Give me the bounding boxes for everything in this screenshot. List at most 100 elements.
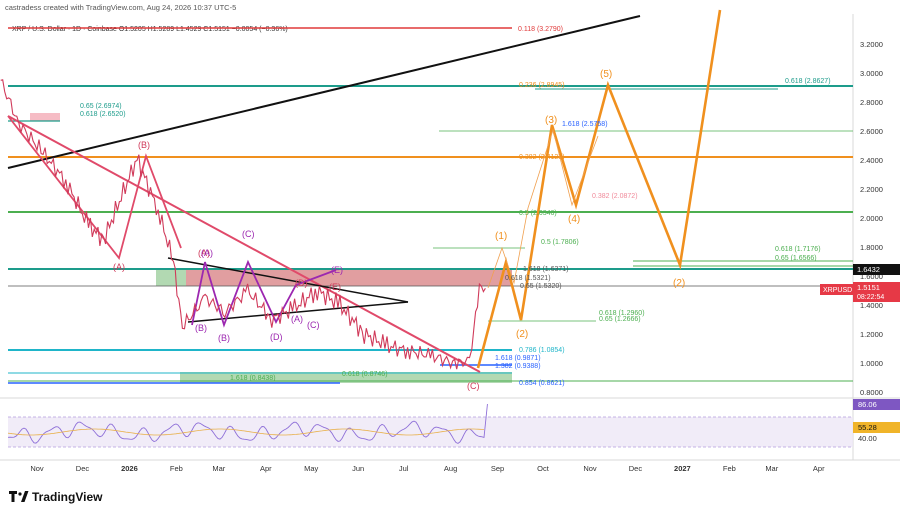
fib-label-0382: 0.382 (2.4123) — [519, 154, 565, 161]
wave-label-triangle-b: (B) — [195, 323, 207, 333]
price-tick-label: 2.6000 — [860, 127, 883, 136]
wave-label-triangle-a2: (A) — [201, 248, 213, 258]
price-tick-label: 2.0000 — [860, 214, 883, 223]
price-tick-label: 1.0000 — [860, 359, 883, 368]
price-tick-label: 2.4000 — [860, 156, 883, 165]
fib-label-1618-ext: 1.618 (2.5758) — [562, 121, 608, 128]
wave-label-triangle-a: (A) — [198, 248, 210, 258]
wave-label-1: (1) — [495, 231, 507, 242]
time-tick-label: Jun — [352, 464, 364, 473]
price-tick-label: 0.8000 — [860, 388, 883, 397]
rsi-value-text: 86.06 — [858, 400, 877, 409]
time-tick-label: Apr — [260, 464, 272, 473]
time-tick-label: Aug — [444, 464, 457, 473]
fib-label-065-right: 0.65 (1.6566) — [775, 255, 817, 262]
rsi-ma-text: 55.28 — [858, 423, 877, 432]
fib-label-0618-low: 0.618 (1.2960) — [599, 310, 645, 317]
wave-label-2: (2) — [516, 329, 528, 340]
time-tick-label: 2026 — [121, 464, 138, 473]
fib-label-0786: 0.786 (1.0854) — [519, 347, 565, 354]
time-tick-label: Jul — [399, 464, 409, 473]
symbol-tag — [820, 284, 853, 295]
triangle-lower — [187, 301, 409, 323]
fib-label-05: 0.5 (2.0346) — [519, 210, 557, 217]
fib-label-1618-left: 1.618 (0.8438) — [230, 375, 276, 382]
current-price-tag — [853, 282, 900, 302]
red-zone — [186, 268, 512, 286]
time-tick-label: Oct — [537, 464, 550, 473]
time-tick-label: May — [304, 464, 318, 473]
fib-label-0618-mid: 0.618 (1.5321) — [505, 275, 551, 282]
brand-name: TradingView — [32, 490, 103, 504]
fib-label-1618-low: 1.618 (0.9871) — [495, 355, 541, 362]
price-axis: 3.2000 3.0000 2.8000 2.6000 2.4000 2.2000 2.00… — [860, 40, 883, 397]
wave-label-4: (4) — [568, 214, 580, 225]
price-tick-label: 2.8000 — [860, 98, 883, 107]
triangle-upper — [167, 257, 409, 303]
wave-label-b-top: (B) — [138, 140, 150, 150]
upper-red-zone — [30, 113, 60, 121]
countdown-text: 08:22:54 — [857, 294, 884, 301]
fib-label-0618-green: 0.618 (0.8746) — [342, 371, 388, 378]
fib-label-0854: 0.854 (0.8621) — [519, 380, 565, 387]
fib-label-1618-mid: 1.618 (1.6371) — [523, 266, 569, 273]
symbol-tag-text: XRPUSD — [823, 287, 852, 294]
rsi-ma-tag — [853, 422, 900, 433]
fib-label-0118: 0.118 (3.2790) — [518, 26, 563, 33]
wave-label-3: (3) — [545, 115, 557, 126]
price-tick-label: 2.2000 — [860, 185, 883, 194]
price-tick-label: 1.6000 — [860, 272, 883, 281]
time-tick-label: 2027 — [674, 464, 691, 473]
time-tick-label: Mar — [212, 464, 225, 473]
wave-label-a-low: (A) — [113, 262, 125, 272]
projection-main-path — [476, 9, 722, 369]
level-price-tag — [853, 264, 900, 275]
descending-trendline — [7, 115, 481, 373]
time-tick-label: Dec — [629, 464, 643, 473]
rsi-ma-line — [7, 428, 485, 436]
fib-label-065-left: 0.65 (2.6974) — [80, 103, 122, 110]
wave-label-c-final: (C) — [467, 381, 480, 391]
wave-label-triangle-c2: (C) — [307, 320, 320, 330]
wave-label-triangle-d: (D) — [270, 332, 283, 342]
caption-text: castradess created with TradingView.com,… — [5, 3, 236, 12]
price-tick-label: 3.2000 — [860, 40, 883, 49]
rsi-line — [7, 403, 488, 444]
time-axis: Nov Dec 2026 Feb Mar Apr May Jun Jul Aug Sep Oct Nov… — [30, 464, 825, 473]
time-tick-label: Apr — [813, 464, 825, 473]
time-tick-label: Mar — [765, 464, 778, 473]
wave-label-2-right: (2) — [673, 278, 685, 289]
fib-label-065-low: 0.65 (1.2666) — [599, 316, 641, 323]
rsi-value-tag — [853, 399, 900, 410]
wave-label-triangle-e: (E) — [331, 265, 343, 275]
fib-label-0618-upper: 0.618 (2.8627) — [785, 78, 831, 85]
price-tick-label: 3.0000 — [860, 69, 883, 78]
wave-label-triangle-a-inner: (A) — [291, 314, 303, 324]
fib-label-0236: 0.236 (2.8945) — [519, 82, 565, 89]
tradingview-logo — [9, 491, 29, 502]
price-tick-label: 1.4000 — [860, 301, 883, 310]
time-tick-label: Feb — [723, 464, 736, 473]
wave-label-triangle-d2: (D) — [295, 278, 308, 288]
projection-sub-path — [487, 128, 599, 289]
triangle-wave-path — [191, 259, 337, 328]
time-tick-label: Dec — [76, 464, 90, 473]
wave-label-triangle-b2: (B) — [218, 333, 230, 343]
price-tick-label: 1.8000 — [860, 243, 883, 252]
current-price-text: 1.5151 — [857, 283, 880, 292]
long-trendline — [7, 15, 641, 169]
rsi-level-40: 40.00 — [858, 434, 877, 443]
wave-label-5: (5) — [600, 69, 612, 80]
fib-label-065-mid: 0.65 (1.5320) — [520, 283, 562, 290]
wave-label-triangle-e2: (E) — [329, 282, 341, 292]
time-tick-label: Feb — [170, 464, 183, 473]
fib-label-05-short: 0.5 (1.7806) — [541, 239, 579, 246]
level-price-tag-text: 1.6432 — [857, 265, 880, 274]
time-tick-label: Sep — [491, 464, 504, 473]
price-series-line — [0, 79, 486, 370]
fib-label-0618-right: 0.618 (1.7176) — [775, 246, 821, 253]
lower-green-zone — [180, 372, 512, 383]
fib-label-0618-left: 0.618 (2.6520) — [80, 111, 126, 118]
wave-label-triangle-c: (C) — [242, 229, 255, 239]
